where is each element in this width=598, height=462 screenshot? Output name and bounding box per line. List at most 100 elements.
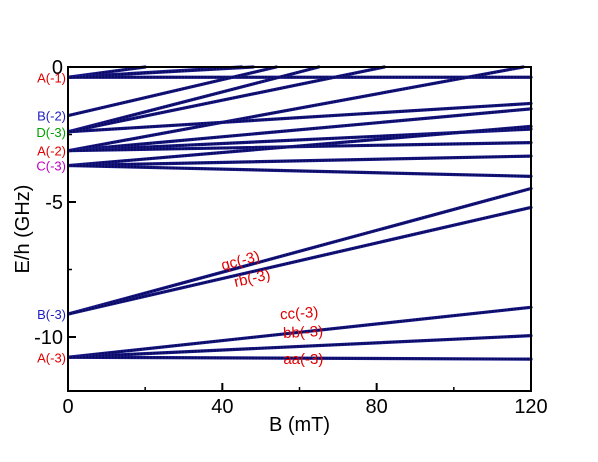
series-point (453, 173, 456, 176)
series-point (258, 356, 261, 360)
series-point (162, 166, 165, 169)
series-point (517, 103, 520, 106)
series-point (370, 158, 373, 161)
series-point (447, 315, 450, 318)
series-point (277, 169, 280, 172)
series-point (298, 259, 301, 262)
series-point (507, 174, 510, 178)
series-point (449, 142, 453, 146)
series-point (418, 117, 421, 121)
series-point (162, 156, 165, 159)
series-point (523, 128, 526, 131)
series-point (370, 242, 373, 246)
series-point (462, 76, 465, 80)
series-point (153, 141, 156, 145)
series-point (347, 76, 351, 79)
series-point (76, 356, 79, 359)
series-point (517, 155, 520, 158)
series-point (111, 165, 114, 168)
series-point (378, 228, 381, 231)
series-point (429, 229, 433, 232)
series-point (387, 321, 390, 324)
series-point (200, 76, 204, 79)
series-point (296, 76, 300, 79)
series-point (402, 143, 405, 147)
series-point (520, 126, 523, 129)
series-point (280, 159, 284, 163)
series-point (159, 145, 162, 148)
series-point (428, 317, 431, 320)
series-point (264, 168, 268, 172)
series-point (507, 127, 510, 130)
series-point (247, 336, 250, 339)
series-point (414, 172, 418, 175)
series-point (376, 111, 379, 115)
series-point (322, 142, 325, 146)
series-point (177, 344, 181, 347)
series-point (306, 127, 309, 131)
series-point (220, 277, 223, 280)
series-point (370, 144, 373, 147)
series-point (274, 130, 277, 134)
series-point (309, 159, 312, 162)
series-point (325, 144, 328, 148)
series-point (312, 357, 316, 360)
series-point (351, 72, 355, 75)
series-point (354, 71, 358, 74)
series-point (111, 127, 114, 131)
series-point (185, 106, 189, 109)
series-point (357, 123, 360, 126)
series-point (492, 214, 495, 218)
series-point (97, 107, 101, 110)
series-point (191, 85, 194, 88)
series-point (389, 110, 392, 114)
series-point (411, 143, 415, 146)
series-point (453, 78, 456, 81)
series-point (283, 117, 287, 120)
series-point (510, 103, 514, 106)
series-point (168, 166, 172, 170)
series-point (147, 109, 150, 113)
series-point (366, 76, 370, 79)
series-point (168, 345, 171, 348)
series-point (286, 85, 289, 89)
series-point (172, 351, 175, 354)
series-point (503, 69, 506, 72)
series-point (150, 290, 153, 293)
series-point (164, 131, 167, 135)
series-point (443, 357, 446, 360)
series-point (229, 141, 233, 145)
series-point (157, 132, 161, 136)
series-point (496, 70, 500, 73)
series-point (111, 76, 114, 79)
series-point (354, 357, 357, 360)
series-point (504, 155, 507, 158)
series-point (357, 144, 360, 147)
series-point (239, 146, 242, 149)
series-point (402, 340, 405, 343)
series-point (523, 155, 526, 158)
series-point (386, 157, 389, 161)
series-point (265, 67, 269, 71)
series-point (188, 123, 191, 126)
series-point (124, 165, 127, 169)
series-point (351, 247, 354, 250)
series-point (232, 160, 236, 164)
series-point (223, 151, 226, 154)
series-point (108, 351, 111, 354)
series-point (200, 68, 204, 72)
series-point (165, 105, 169, 108)
series-point (207, 76, 210, 79)
series-point (310, 329, 314, 333)
series-point (101, 148, 105, 152)
series-point (184, 123, 188, 126)
series-point (255, 140, 258, 144)
series-point (226, 276, 229, 279)
series-point (437, 133, 440, 136)
series-point (497, 155, 501, 158)
series-point (322, 114, 325, 118)
series-point (405, 172, 408, 175)
series-point (114, 73, 118, 76)
series-point (252, 119, 255, 122)
series-point (121, 163, 124, 166)
